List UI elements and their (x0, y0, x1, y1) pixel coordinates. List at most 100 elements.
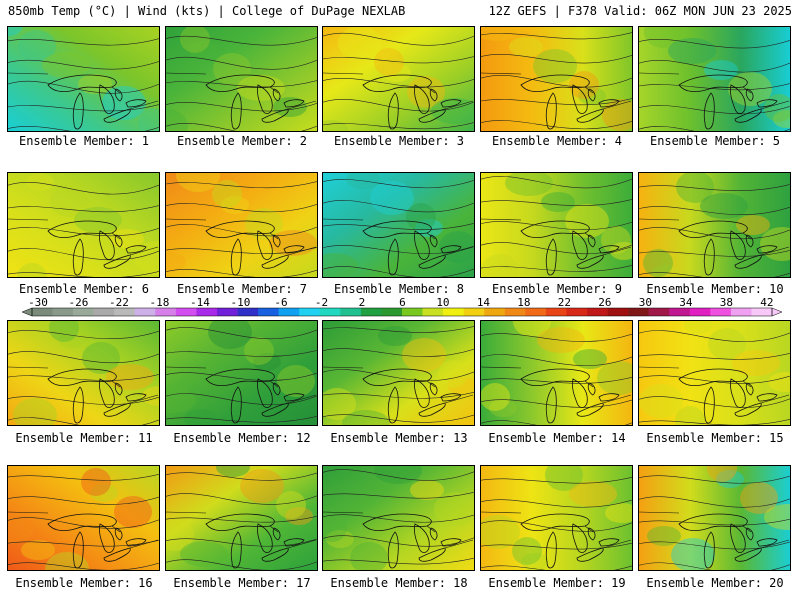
colorbar-tick-label: -26 (69, 297, 89, 309)
ensemble-member-caption: Ensemble Member: 11 (15, 431, 153, 445)
temperature-map (8, 466, 159, 570)
ensemble-member-caption: Ensemble Member: 4 (491, 134, 623, 148)
temperature-map (323, 27, 474, 131)
colorbar-swatch (175, 308, 197, 316)
colorbar-swatch (319, 308, 341, 316)
ensemble-map-panel (322, 465, 475, 571)
colorbar-swatch (689, 308, 711, 316)
ensemble-map-panel (7, 465, 160, 571)
colorbar-swatch (299, 308, 321, 316)
colorbar-swatch (710, 308, 732, 316)
ensemble-map-panel (7, 320, 160, 426)
colorbar-swatch (587, 308, 608, 316)
ensemble-map-panel (322, 320, 475, 426)
ensemble-map-panel (322, 172, 475, 278)
colorbar-tick-label: 34 (679, 297, 693, 309)
ensemble-member-caption: Ensemble Member: 3 (333, 134, 465, 148)
ensemble-map-panel (165, 320, 318, 426)
colorbar-swatch (360, 308, 382, 316)
ensemble-member-caption: Ensemble Member: 1 (18, 134, 150, 148)
colorbar-tick-label: -2 (315, 297, 328, 309)
ensemble-map-panel (7, 172, 160, 278)
temperature-map (8, 173, 159, 277)
colorbar-swatch (381, 308, 403, 316)
ensemble-member-caption: Ensemble Member: 16 (15, 576, 153, 590)
ensemble-map-panel (165, 465, 318, 571)
ensemble-map-panel (480, 26, 633, 132)
colorbar-swatch (525, 308, 547, 316)
ensemble-member-caption: Ensemble Member: 14 (488, 431, 626, 445)
colorbar-swatch (402, 308, 423, 316)
temperature-map (481, 321, 632, 425)
colorbar-swatch (504, 308, 526, 316)
colorbar-swatch (545, 308, 567, 316)
colorbar-swatch (155, 308, 177, 316)
temperature-map (481, 173, 632, 277)
ensemble-member-caption: Ensemble Member: 15 (646, 431, 784, 445)
temperature-map (8, 27, 159, 131)
colorbar-tick-label: 14 (477, 297, 491, 309)
ensemble-member-caption: Ensemble Member: 20 (646, 576, 784, 590)
colorbar-swatch (196, 308, 218, 316)
ensemble-map-panel (322, 26, 475, 132)
colorbar-tick-label: -6 (274, 297, 287, 309)
ensemble-map-panel (480, 465, 633, 571)
colorbar-swatch (648, 308, 670, 316)
colorbar-swatch (443, 308, 464, 316)
colorbar-tick-label: 6 (399, 297, 406, 309)
ensemble-member-caption: Ensemble Member: 19 (488, 576, 626, 590)
colorbar-swatch (278, 308, 300, 316)
colorbar-tick-label: 18 (517, 297, 530, 309)
colorbar-tick-label: -14 (190, 297, 210, 309)
temperature-map (481, 466, 632, 570)
colorbar-swatch (422, 308, 444, 316)
colorbar-swatch (730, 308, 752, 316)
colorbar-tick-label: -10 (231, 297, 251, 309)
ensemble-map-panel (165, 172, 318, 278)
temperature-map (323, 466, 474, 570)
ensemble-member-caption: Ensemble Member: 7 (176, 282, 308, 296)
colorbar-min-arrow (21, 307, 33, 317)
colorbar-tick-label: 22 (558, 297, 571, 309)
temperature-colorbar: -30 -26 -22 -18 -14 -10 -6 -2 2 6 10 14 18 22 26 30 34 38… (21, 297, 783, 317)
ensemble-map-panel (7, 26, 160, 132)
temperature-map (639, 321, 790, 425)
colorbar-tick-label: 10 (436, 297, 449, 309)
ensemble-map-panel (638, 320, 791, 426)
colorbar-tick-label: -18 (150, 297, 170, 309)
temperature-map (8, 321, 159, 425)
ensemble-member-caption: Ensemble Member: 8 (333, 282, 465, 296)
colorbar-swatch (463, 308, 485, 316)
colorbar-swatch (217, 308, 238, 316)
temperature-map (639, 466, 790, 570)
colorbar-tick-label: 26 (598, 297, 611, 309)
colorbar-swatch (258, 308, 279, 316)
ensemble-member-caption: Ensemble Member: 9 (491, 282, 623, 296)
colorbar-swatch (32, 308, 53, 316)
ensemble-map-panel (480, 172, 633, 278)
colorbar-tick-label: 2 (359, 297, 366, 309)
ensemble-member-caption: Ensemble Member: 13 (330, 431, 468, 445)
ensemble-member-caption: Ensemble Member: 12 (173, 431, 311, 445)
ensemble-member-caption: Ensemble Member: 10 (646, 282, 784, 296)
ensemble-member-caption: Ensemble Member: 6 (18, 282, 150, 296)
colorbar-swatch (52, 308, 74, 316)
temperature-map (166, 466, 317, 570)
ensemble-map-panel (638, 465, 791, 571)
ensemble-member-caption: Ensemble Member: 2 (176, 134, 308, 148)
temperature-map (166, 27, 317, 131)
colorbar-swatch (134, 308, 156, 316)
colorbar-swatch (93, 308, 115, 316)
colorbar-tick-label: 42 (760, 297, 773, 309)
temperature-map (323, 321, 474, 425)
temperature-map (323, 173, 474, 277)
colorbar-swatch (237, 308, 259, 316)
ensemble-member-caption: Ensemble Member: 17 (173, 576, 311, 590)
colorbar-swatch (73, 308, 94, 316)
colorbar-swatch (484, 308, 506, 316)
temperature-map (166, 173, 317, 277)
colorbar-tick-label: 30 (639, 297, 652, 309)
colorbar-swatch (340, 308, 362, 316)
colorbar-swatch (669, 308, 691, 316)
ensemble-member-caption: Ensemble Member: 5 (649, 134, 781, 148)
